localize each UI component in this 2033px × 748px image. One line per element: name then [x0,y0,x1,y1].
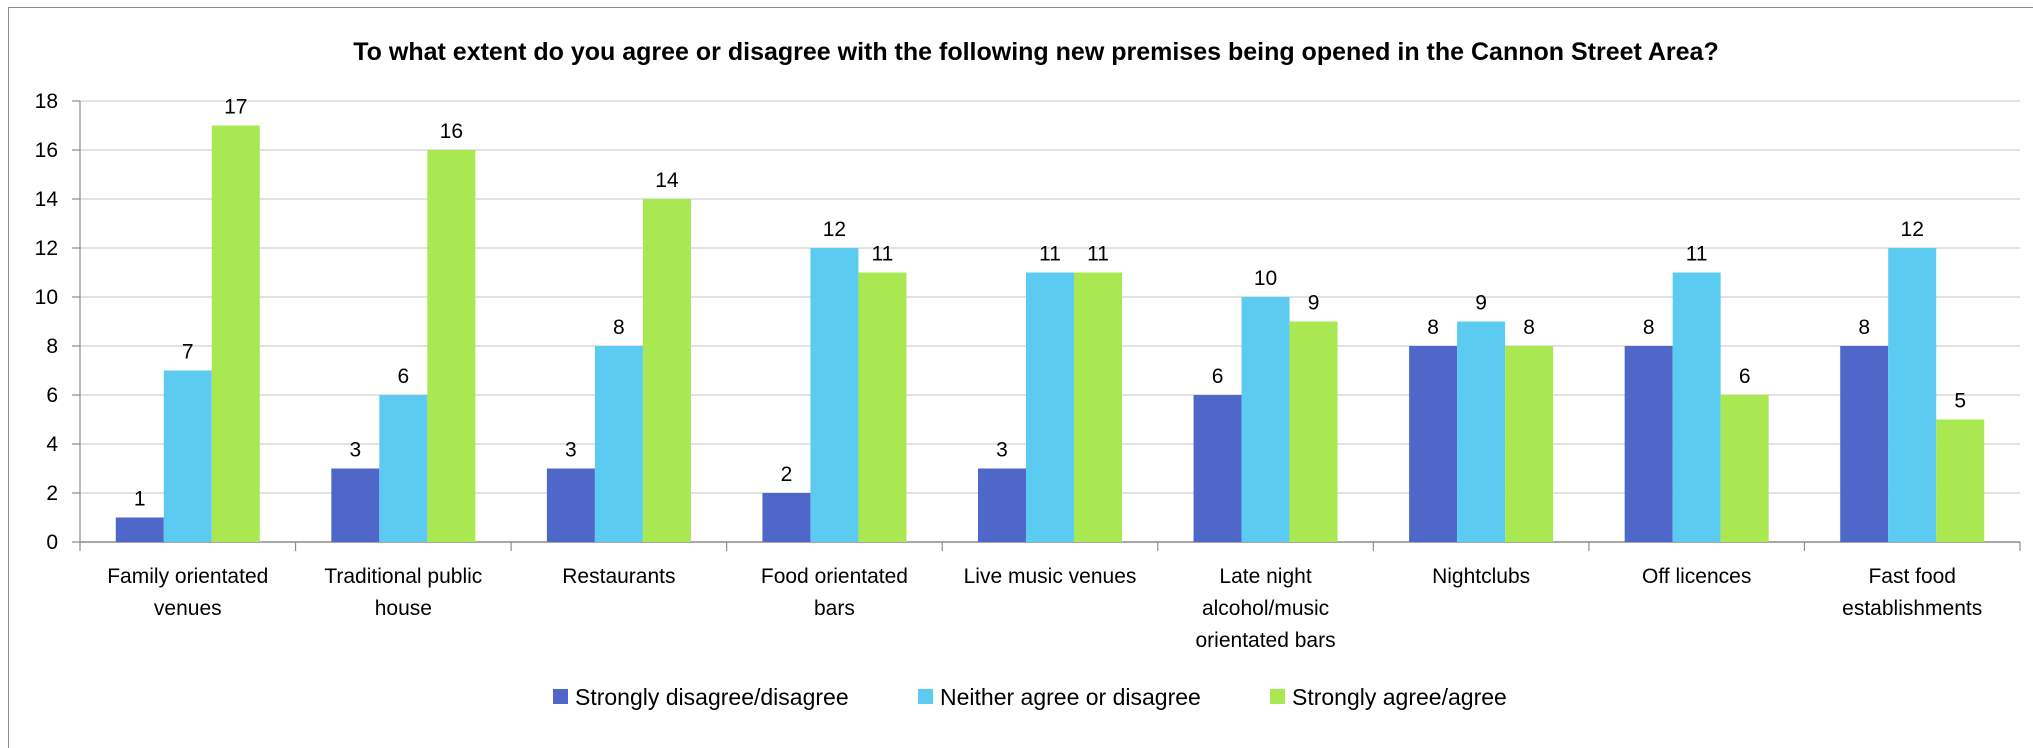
data-label: 7 [182,341,194,364]
x-tick-label: orientated bars [1196,629,1336,652]
data-label: 11 [872,243,894,266]
y-tick-label: 4 [46,433,58,456]
x-tick-label: Late night [1219,565,1311,588]
bar [1409,346,1457,542]
bar [379,395,427,542]
data-label: 11 [1686,243,1708,266]
bar [1026,273,1074,543]
bar [1888,248,1936,542]
legend-swatch [1270,689,1285,704]
data-label: 6 [1739,365,1751,388]
bar [1936,420,1984,543]
x-tick-label: alcohol/music [1202,597,1329,620]
y-axis: 0 2 4 6 8 10 12 14 16 18 [35,90,80,554]
bar [810,248,858,542]
bar [858,273,906,543]
y-tick-label: 0 [46,531,58,554]
data-label: 11 [1039,243,1061,266]
bar [1840,346,1888,542]
data-label: 17 [224,96,247,119]
data-label: 5 [1954,390,1966,413]
bar [116,518,164,543]
x-tick-label: bars [814,597,855,620]
bar [595,346,643,542]
data-label: 3 [565,439,577,462]
x-tick-label: Food orientated [761,565,908,588]
x-tick-label: establishments [1842,597,1982,620]
x-tick-label: house [375,597,432,620]
y-tick-label: 10 [35,286,58,309]
bar [1194,395,1242,542]
x-tick-label: Restaurants [562,565,675,588]
x-tick-label: Nightclubs [1432,565,1530,588]
y-tick-label: 12 [35,237,58,260]
legend: Strongly disagree/disagree Neither agree … [553,684,1507,710]
data-label: 6 [397,365,409,388]
x-tick-label: Family orientated [107,565,268,588]
x-tick-label: Live music venues [964,565,1137,588]
data-label: 2 [781,463,793,486]
y-tick-label: 16 [35,139,58,162]
bar [1290,322,1338,543]
legend-label: Neither agree or disagree [940,684,1201,710]
data-label: 1 [134,488,146,511]
data-label: 8 [1858,316,1870,339]
x-tick-label: Fast food [1868,565,1956,588]
bar [1673,273,1721,543]
data-label: 12 [1901,218,1924,241]
legend-label: Strongly disagree/disagree [575,684,849,710]
legend-swatch [553,689,568,704]
data-label: 10 [1254,267,1277,290]
y-tick-label: 2 [46,482,58,505]
y-tick-label: 8 [46,335,58,358]
data-label: 6 [1212,365,1224,388]
y-tick-label: 6 [46,384,58,407]
data-label: 9 [1475,292,1487,315]
data-label: 8 [613,316,625,339]
data-label: 12 [823,218,846,241]
bar [1242,297,1290,542]
data-label: 3 [996,439,1008,462]
x-tick-label: Traditional public [324,565,482,588]
chart-title: To what extent do you agree or disagree … [353,38,1718,66]
bar [164,371,212,543]
data-label: 8 [1427,316,1439,339]
y-tick-label: 14 [35,188,59,211]
bar [978,469,1026,543]
data-label: 9 [1308,292,1320,315]
data-label: 3 [349,439,361,462]
y-tick-label: 18 [35,90,58,113]
data-label: 14 [655,169,679,192]
data-label: 8 [1523,316,1535,339]
bar [1505,346,1553,542]
data-label: 8 [1643,316,1655,339]
bar [1721,395,1769,542]
legend-label: Strongly agree/agree [1292,684,1507,710]
bar [1457,322,1505,543]
bar [1625,346,1673,542]
data-label: 11 [1087,243,1109,266]
bar [212,126,260,543]
bars [116,126,1984,543]
legend-swatch [918,689,933,704]
bar [547,469,595,543]
bar [762,493,810,542]
x-axis: Family orientated venues Traditional publi… [80,542,2020,652]
bar [427,150,475,542]
bar [1074,273,1122,543]
bar [331,469,379,543]
data-label: 16 [440,120,463,143]
x-tick-label: venues [154,597,222,620]
bar [643,199,691,542]
x-tick-label: Off licences [1642,565,1751,588]
bar-chart: To what extent do you agree or disagree … [0,0,2033,732]
